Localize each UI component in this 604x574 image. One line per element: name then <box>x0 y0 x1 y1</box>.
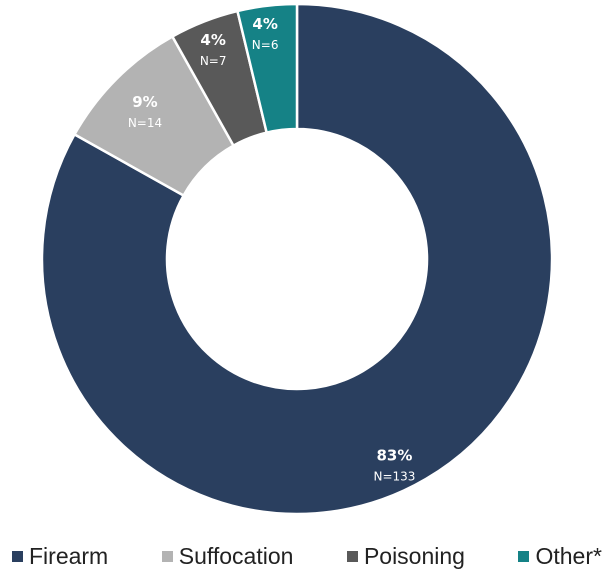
legend-label-firearm: Firearm <box>29 542 109 569</box>
legend-swatch-poisoning <box>346 550 358 562</box>
legend-swatch-suffocation <box>161 550 173 562</box>
legend: Firearm Suffocation Poisoning Other* <box>0 538 604 574</box>
legend-item-other: Other* <box>518 542 602 570</box>
legend-item-suffocation: Suffocation <box>161 542 294 570</box>
pct-label-suffocation: 9% <box>132 93 157 111</box>
legend-swatch-other <box>518 550 530 562</box>
pct-label-poisoning: 4% <box>200 31 225 49</box>
count-label-suffocation: N=14 <box>128 116 162 130</box>
legend-label-suffocation: Suffocation <box>178 542 294 569</box>
count-label-other: N=6 <box>252 38 279 52</box>
count-label-firearm: N=133 <box>373 470 415 484</box>
slice-other <box>235 2 299 135</box>
slice-firearm <box>40 2 554 516</box>
legend-label-other: Other* <box>535 542 602 569</box>
legend-item-poisoning: Poisoning <box>346 542 465 570</box>
pct-label-other: 4% <box>252 15 277 33</box>
labels-group: 83% N=133 9% N=14 4% N=7 4% N=6 <box>128 15 416 483</box>
legend-item-firearm: Firearm <box>12 543 108 570</box>
slices-group <box>40 2 554 516</box>
count-label-poisoning: N=7 <box>200 54 227 68</box>
legend-swatch-firearm <box>12 550 23 562</box>
legend-label-poisoning: Poisoning <box>363 542 465 569</box>
pct-label-firearm: 83% <box>377 447 413 465</box>
